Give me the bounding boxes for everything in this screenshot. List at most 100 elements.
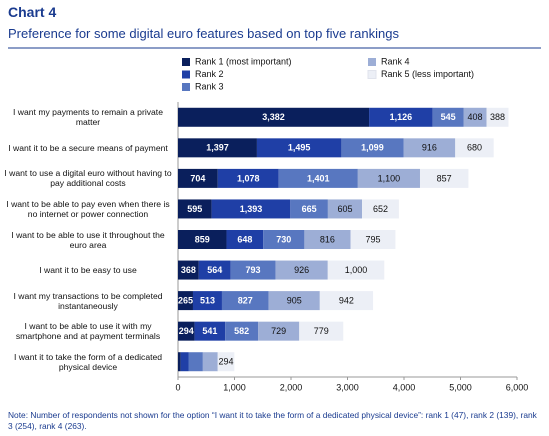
bar-segment (256, 138, 342, 158)
bar-segment (369, 107, 433, 127)
data-label: 648 (237, 234, 252, 244)
data-label: 905 (287, 295, 302, 305)
data-label: 388 (490, 112, 505, 122)
data-label: 827 (238, 295, 253, 305)
data-label: 795 (365, 234, 380, 244)
bar-segment (178, 321, 195, 341)
bar-segment (230, 260, 276, 280)
bar-segment (178, 107, 370, 127)
x-tick-label: 4,000 (393, 382, 416, 392)
chart-header: Chart 4 (8, 4, 57, 20)
bar-segment (486, 107, 509, 127)
bar-segment (180, 352, 189, 372)
legend-label: Rank 5 (less important) (381, 69, 474, 79)
bar-segment (327, 260, 385, 280)
bar-segment (350, 230, 396, 249)
bar-segment (225, 321, 259, 341)
data-label: 1,100 (378, 173, 401, 183)
legend-label: Rank 4 (381, 56, 410, 66)
bar-segment (211, 199, 291, 219)
y-tick-label: I want to use a digital euro without hav… (4, 168, 172, 189)
data-label: 564 (207, 265, 222, 275)
x-tick-label: 2,000 (280, 382, 303, 392)
data-label: 294 (179, 326, 194, 336)
data-label: 942 (339, 295, 354, 305)
data-label: 730 (276, 234, 291, 244)
y-tick-label: I want it to be easy to use (39, 265, 137, 276)
legend-swatch (182, 70, 190, 79)
legend-label: Rank 2 (195, 69, 224, 79)
data-label: 541 (202, 326, 217, 336)
bar-segment (341, 138, 404, 158)
data-label: 916 (422, 143, 437, 153)
y-tick-label: I want it to take the form of a dedicate… (13, 351, 163, 372)
y-tick-label: I want my payments to remain a private m… (13, 107, 163, 128)
legend-label: Rank 3 (195, 81, 224, 91)
data-label: 545 (441, 112, 456, 122)
bar-segment (178, 230, 227, 249)
y-tick-label: I want to be able to pay even when there… (6, 198, 170, 219)
data-label: 779 (314, 326, 329, 336)
bar-segment (202, 352, 218, 372)
legend-swatch (368, 58, 376, 66)
data-label: 680 (467, 143, 482, 153)
x-tick-label: 3,000 (336, 382, 359, 392)
bar-segment (463, 107, 487, 127)
bar-segment (217, 168, 279, 188)
bar-segment (362, 199, 399, 219)
data-label: 582 (234, 326, 249, 336)
bar-segment (357, 168, 420, 188)
data-label: 926 (294, 265, 309, 275)
bar-segment (221, 291, 269, 311)
data-label: 1,495 (288, 143, 311, 153)
bar-segment (278, 168, 358, 188)
data-label: 816 (320, 234, 335, 244)
bar-segment (268, 291, 320, 311)
bar-segment (198, 260, 231, 280)
bar-segment (194, 321, 226, 341)
x-tick-label: 5,000 (449, 382, 472, 392)
data-label: 408 (468, 112, 483, 122)
note: Note: Number of respondents not shown fo… (8, 410, 537, 431)
data-label: 704 (190, 173, 205, 183)
bar-segment (403, 138, 456, 158)
y-tick-label: I want to be able to use it with my smar… (15, 321, 161, 342)
data-label: 368 (181, 265, 196, 275)
bar-segment (432, 107, 464, 127)
legend-label: Rank 1 (most important) (195, 56, 292, 66)
data-label: 729 (271, 326, 286, 336)
bar-segment (188, 352, 203, 372)
data-label: 1,126 (390, 112, 413, 122)
bar-segment (178, 352, 181, 372)
legend-swatch (367, 70, 377, 79)
bar-segment (192, 291, 222, 311)
x-tick-label: 6,000 (506, 382, 529, 392)
y-tick-label: I want my transactions to be completed i… (13, 290, 163, 311)
y-tick-label: I want to be able to use it throughout t… (11, 229, 165, 250)
chart-title: Preference for some digital euro feature… (8, 26, 399, 41)
x-tick-label: 1,000 (223, 382, 246, 392)
data-label: 1,401 (307, 173, 330, 183)
bar-segment (178, 199, 212, 219)
legend-swatch (182, 83, 190, 91)
data-label: 1,393 (240, 204, 263, 214)
data-label: 1,397 (206, 143, 229, 153)
data-label: 1,000 (345, 265, 368, 275)
bar-segment (327, 199, 363, 219)
data-label: 857 (437, 173, 452, 183)
data-label: 793 (246, 265, 261, 275)
bar-segment (319, 291, 374, 311)
bar-segment (178, 168, 218, 188)
bar-segment (290, 199, 328, 219)
bar-segment (217, 352, 235, 372)
x-tick-label: 0 (175, 382, 180, 392)
data-label: 3,382 (262, 112, 285, 122)
bar-segment (455, 138, 494, 158)
data-label: 265 (178, 295, 193, 305)
data-label: 1,099 (361, 143, 384, 153)
y-tick-label: I want it to be a secure means of paymen… (8, 142, 168, 153)
bar-segment (178, 260, 199, 280)
bar-segment (258, 321, 300, 341)
